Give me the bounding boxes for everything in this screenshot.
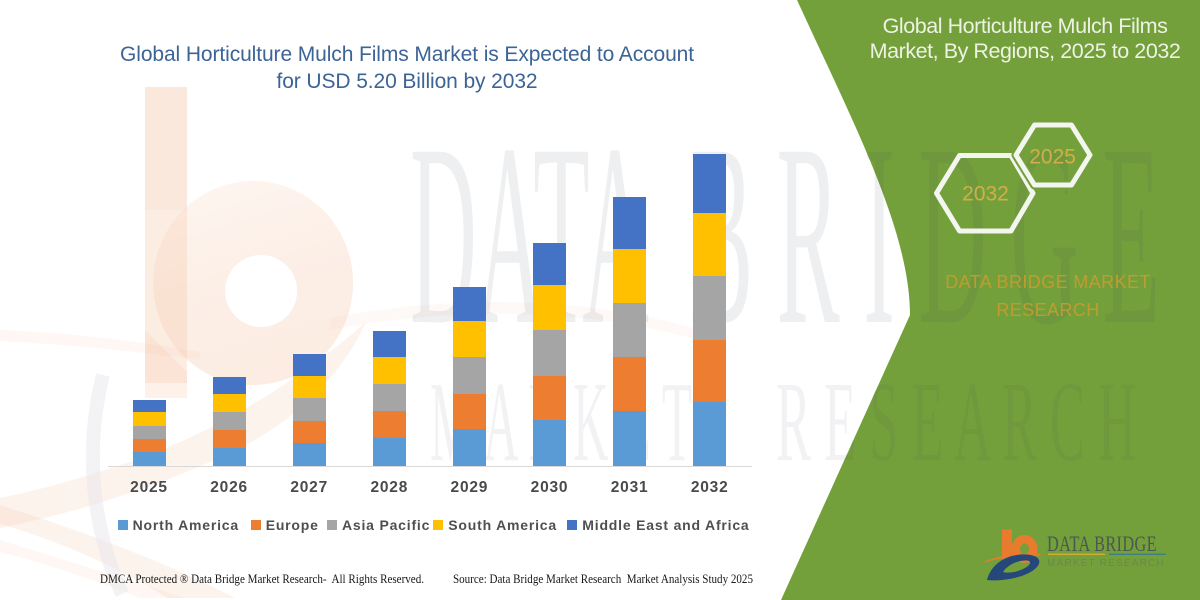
svg-text:B R I D G E: B R I D G E [690, 91, 1160, 379]
svg-text:DATA: DATA [410, 91, 649, 379]
svg-text:2032: 2032 [962, 183, 1009, 206]
svg-text:2025: 2025 [1029, 145, 1076, 168]
svg-text:DATA BRIDGE: DATA BRIDGE [1047, 533, 1157, 557]
svg-text:MARKET RESEARCH: MARKET RESEARCH [1047, 558, 1165, 569]
svg-text:R E S E A R C H: R E S E A R C H [776, 358, 1136, 485]
